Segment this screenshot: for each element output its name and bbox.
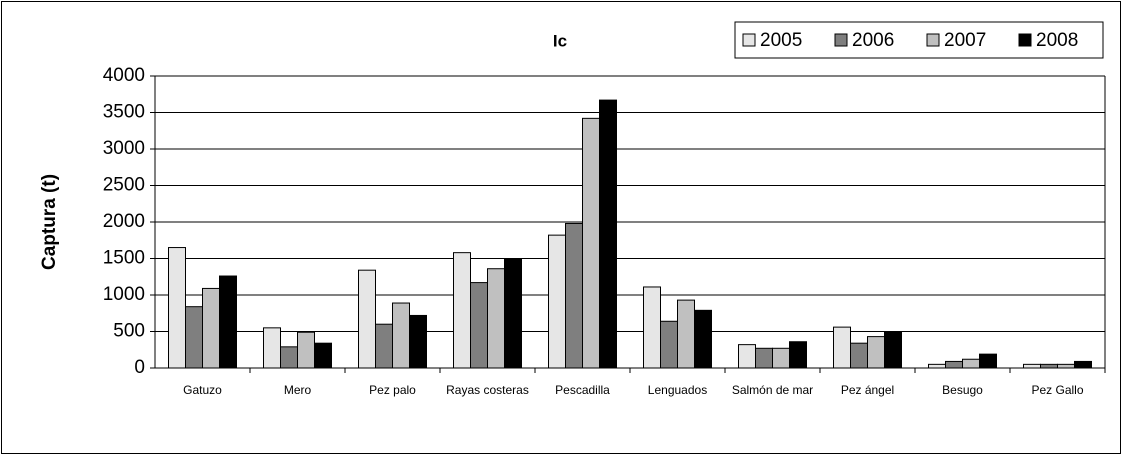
bar bbox=[565, 222, 583, 369]
bar bbox=[453, 252, 471, 369]
bar bbox=[850, 342, 868, 369]
bar bbox=[314, 342, 332, 369]
bar bbox=[582, 117, 600, 369]
bar bbox=[979, 353, 997, 369]
y-tick-label: 500 bbox=[113, 321, 145, 342]
bar bbox=[504, 258, 522, 369]
x-tick-label: Besugo bbox=[942, 383, 983, 397]
bar bbox=[1040, 363, 1058, 369]
bar bbox=[1074, 360, 1092, 369]
x-tick-label: Pez ángel bbox=[840, 383, 895, 397]
bar bbox=[755, 347, 773, 369]
legend-label: 2006 bbox=[852, 30, 894, 51]
legend-swatch bbox=[926, 33, 940, 47]
y-tick-label: 1000 bbox=[103, 284, 145, 305]
legend-label: 2005 bbox=[760, 30, 802, 51]
bar bbox=[185, 306, 203, 369]
bar bbox=[409, 314, 427, 369]
y-tick-label: 2500 bbox=[103, 175, 145, 196]
legend-label: 2007 bbox=[944, 30, 986, 51]
bar bbox=[168, 247, 186, 369]
x-tick-label: Gatuzo bbox=[183, 383, 222, 397]
legend-label: 2008 bbox=[1036, 30, 1078, 51]
bar bbox=[1023, 363, 1041, 369]
bar bbox=[772, 347, 790, 369]
bar bbox=[884, 331, 902, 369]
y-tick-label: 2000 bbox=[103, 211, 145, 232]
x-tick-label: Lenguados bbox=[647, 383, 708, 397]
bar bbox=[867, 336, 885, 369]
bar bbox=[660, 320, 678, 369]
x-tick-label: Rayas costeras bbox=[446, 383, 529, 397]
legend-swatch bbox=[1018, 33, 1032, 47]
bar bbox=[263, 327, 281, 369]
bar bbox=[202, 287, 220, 369]
bar bbox=[219, 275, 237, 369]
bar bbox=[548, 234, 566, 369]
y-tick-label: 1500 bbox=[103, 248, 145, 269]
x-tick-label: Pez Gallo bbox=[1031, 383, 1084, 397]
y-tick-label: 0 bbox=[134, 357, 145, 378]
legend-swatch bbox=[742, 33, 756, 47]
bar bbox=[358, 269, 376, 369]
bar bbox=[392, 302, 410, 369]
x-tick-label: Pescadilla bbox=[555, 383, 610, 397]
bar bbox=[487, 268, 505, 369]
y-axis-label: Captura (t) bbox=[39, 174, 60, 270]
y-tick-label: 3000 bbox=[103, 138, 145, 159]
bar bbox=[962, 358, 980, 369]
bar bbox=[677, 299, 695, 369]
bar bbox=[599, 99, 617, 369]
chart-title: Ic bbox=[553, 31, 567, 50]
bar bbox=[833, 326, 851, 369]
bar bbox=[280, 346, 298, 369]
bar bbox=[375, 323, 393, 369]
y-tick-label: 3500 bbox=[103, 102, 145, 123]
bar bbox=[643, 286, 661, 369]
bar bbox=[694, 309, 712, 369]
bar bbox=[945, 360, 963, 369]
x-tick-label: Mero bbox=[283, 383, 312, 397]
legend-swatch bbox=[834, 33, 848, 47]
x-tick-label: Salmón de mar bbox=[731, 383, 814, 397]
bar bbox=[789, 341, 807, 369]
x-tick-label: Pez palo bbox=[369, 383, 416, 397]
bar bbox=[1057, 363, 1075, 369]
legend-box bbox=[734, 21, 1104, 59]
bar bbox=[738, 344, 756, 369]
bar bbox=[928, 363, 946, 369]
y-tick-label: 4000 bbox=[103, 65, 145, 86]
bar bbox=[470, 282, 488, 369]
bar bbox=[297, 331, 315, 369]
